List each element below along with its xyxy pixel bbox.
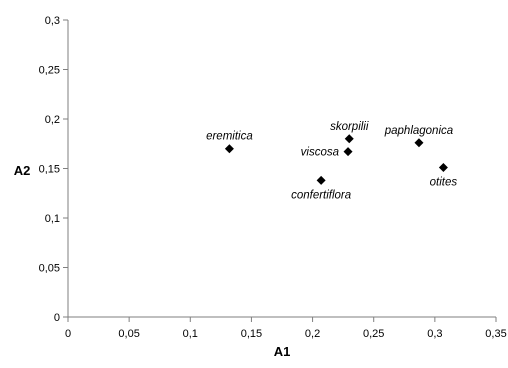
y-tick-label: 0,2 bbox=[45, 114, 60, 126]
ticks: 0 0,05 0,1 0,15 0,2 0,25 0,3 0,35 0 0,05 0,1 0,15 0,… bbox=[39, 15, 507, 340]
y-tick-label: 0,05 bbox=[39, 263, 60, 275]
point-label: eremitica bbox=[206, 131, 253, 143]
point-label: paphlagonica bbox=[384, 125, 453, 137]
x-tick-label: 0,1 bbox=[183, 328, 198, 340]
x-tick-label: 0 bbox=[65, 328, 71, 340]
y-tick-label: 0,15 bbox=[39, 164, 60, 176]
point-label: confertiflora bbox=[291, 189, 351, 201]
data-point bbox=[438, 163, 448, 173]
y-tick-label: 0,1 bbox=[45, 213, 60, 225]
data-points: eremitica skorpilii viscosa confertiflora pa… bbox=[206, 121, 457, 202]
y-tick-label: 0,3 bbox=[45, 15, 60, 27]
data-point bbox=[414, 138, 424, 148]
x-tick-label: 0,3 bbox=[427, 328, 442, 340]
x-tick-label: 0,35 bbox=[485, 328, 506, 340]
y-axis-title: A2 bbox=[14, 163, 31, 178]
point-label: otites bbox=[430, 177, 458, 189]
axes bbox=[67, 20, 496, 318]
y-tick-label: 0,25 bbox=[39, 65, 60, 77]
point-label: skorpilii bbox=[330, 121, 369, 133]
data-point bbox=[343, 147, 353, 157]
data-point bbox=[224, 144, 234, 154]
data-point bbox=[344, 134, 354, 144]
data-point bbox=[316, 175, 326, 185]
y-tick-label: 0 bbox=[54, 312, 60, 324]
x-tick-label: 0,05 bbox=[118, 328, 139, 340]
x-tick-label: 0,25 bbox=[363, 328, 384, 340]
x-tick-label: 0,2 bbox=[305, 328, 320, 340]
point-label: viscosa bbox=[301, 147, 339, 159]
x-axis-title: A1 bbox=[274, 344, 291, 359]
x-tick-label: 0,15 bbox=[241, 328, 262, 340]
